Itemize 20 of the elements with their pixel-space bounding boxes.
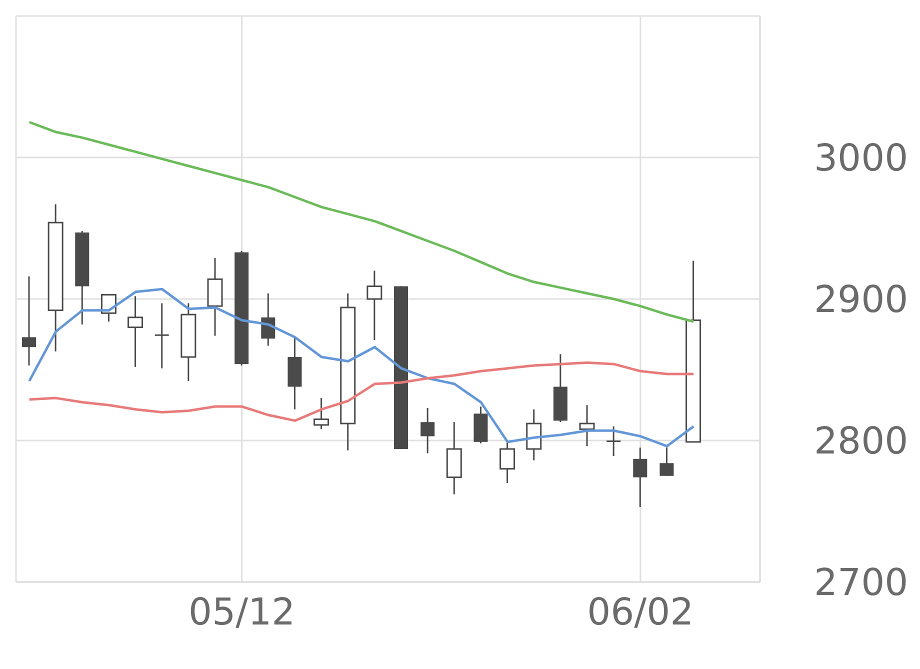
y-tick-label: 2900: [814, 278, 908, 322]
candlestick: [606, 426, 621, 457]
x-tick-label: 05/12: [188, 590, 296, 634]
candlestick: [579, 404, 595, 447]
candlestick: [500, 441, 516, 484]
x-tick-label: 06/02: [587, 590, 694, 634]
candlestick: [420, 407, 435, 454]
line-series: [28, 120, 695, 323]
candlestick: [22, 276, 36, 366]
line-series: [28, 288, 695, 448]
candlestick: [314, 397, 330, 430]
y-tick-label: 2700: [814, 561, 908, 604]
candlestick: [128, 295, 144, 368]
candlestick: [660, 446, 674, 477]
y-tick-label: 2800: [814, 420, 908, 463]
y-tick-label: 3000: [814, 136, 908, 180]
candlestick: [154, 302, 169, 370]
candlestick: [366, 270, 382, 341]
line-series: [28, 361, 695, 422]
candlestick: [633, 446, 648, 508]
